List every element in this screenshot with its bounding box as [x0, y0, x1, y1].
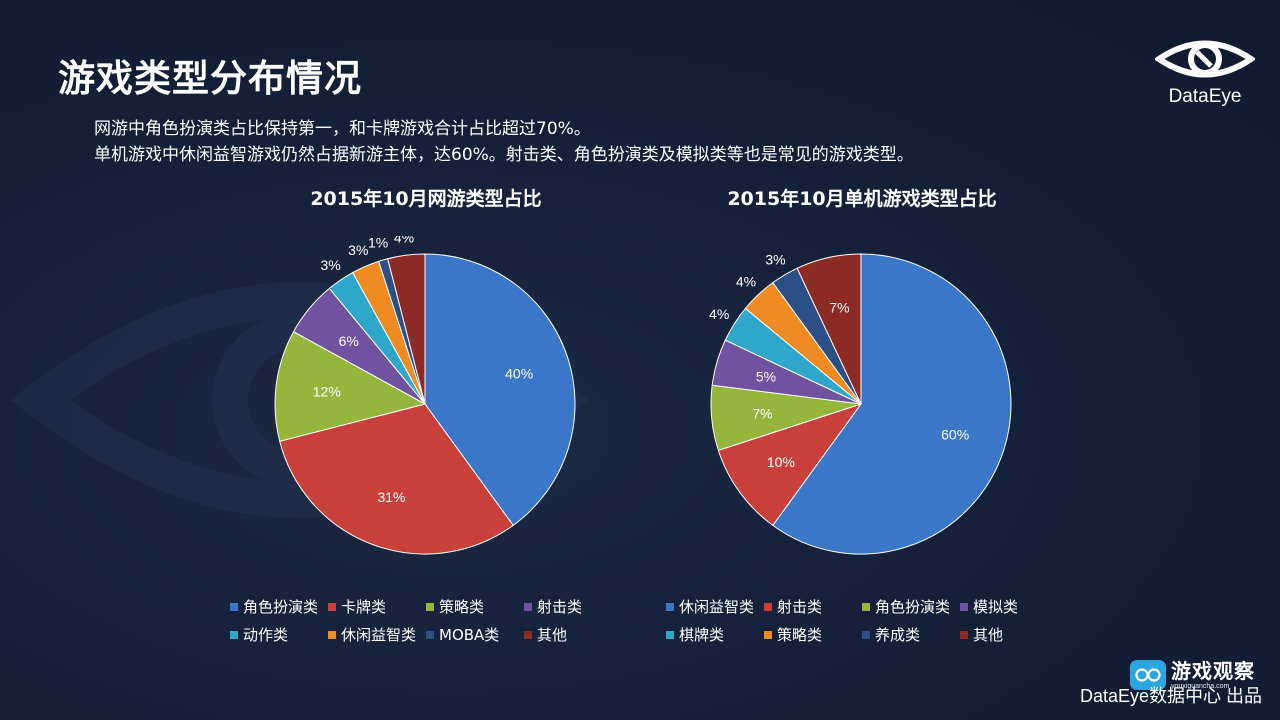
legend-label: MOBA类 — [439, 626, 500, 644]
legend-item-1-7: MOBA类 — [426, 624, 499, 646]
pie-label-2-6: 4% — [736, 274, 756, 290]
legend-label: 射击类 — [537, 598, 583, 616]
legend-swatch — [328, 603, 336, 611]
legend-swatch — [960, 603, 968, 611]
legend-swatch — [666, 603, 674, 611]
pie-chart-standalone: 60% 10% 7% 5% 4% 4% 3% 7% — [709, 251, 1012, 555]
pie-label-2-7: 3% — [765, 251, 785, 267]
legend-swatch — [666, 631, 674, 639]
pie-label-1-8: 4% — [394, 236, 414, 245]
summary-text: 网游中角色扮演类占比保持第一，和卡牌游戏合计占比超过70%。 单机游戏中休闲益智… — [94, 116, 914, 168]
pie-label-2-4: 5% — [756, 368, 776, 384]
watermark-subtitle: youxiguancha.com — [1171, 682, 1230, 690]
legend-swatch — [426, 631, 434, 639]
pie-label-1-5: 3% — [320, 257, 340, 273]
legend-label: 休闲益智类 — [679, 598, 755, 616]
legend-label: 动作类 — [243, 626, 289, 644]
legend-item-2-5: 棋牌类 — [666, 624, 724, 646]
pie-slice-1-3 — [274, 331, 427, 442]
legend-label: 其他 — [537, 626, 568, 644]
legend-swatch — [328, 631, 336, 639]
legend-item-1-8: 其他 — [524, 624, 567, 646]
legend-item-2-3: 角色扮演类 — [862, 596, 950, 618]
legend-item-2-7: 养成类 — [862, 624, 920, 646]
slide-title: 游戏类型分布情况 — [58, 57, 362, 100]
gamepad-icon — [1130, 660, 1166, 690]
legend-swatch — [230, 631, 238, 639]
pie-label-1-1: 40% — [505, 365, 533, 381]
pie-slice-2-2 — [717, 403, 863, 527]
pie-chart-online: 40%31%12%6%3%3% 1% 4% — [274, 236, 576, 555]
legend-item-1-4: 射击类 — [524, 596, 582, 618]
pie-label-2-8: 7% — [829, 299, 849, 315]
pie-label-1-7: 1% — [368, 236, 388, 251]
summary-line-2: 单机游戏中休闲益智游戏仍然占据新游主体，达60%。射击类、角色扮演类及模拟类等也… — [94, 145, 914, 165]
pie-label-1-3: 12% — [313, 384, 341, 400]
legend-swatch — [862, 603, 870, 611]
legend-swatch — [764, 631, 772, 639]
eye-icon — [1155, 40, 1255, 78]
legend-swatch — [764, 603, 772, 611]
pie-slice-1-2 — [279, 403, 514, 555]
pie-label-2-3: 7% — [752, 405, 772, 421]
legend-item-2-1: 休闲益智类 — [666, 596, 754, 618]
pie-label-1-2: 31% — [377, 489, 405, 505]
pie-label-2-5: 4% — [709, 306, 729, 322]
legend-item-1-3: 策略类 — [426, 596, 484, 618]
legend-swatch — [862, 631, 870, 639]
watermark: 游戏观察 youxiguancha.com — [1130, 658, 1270, 692]
legend-label: 策略类 — [439, 598, 485, 616]
logo-text: DataEye — [1168, 86, 1242, 107]
legend-item-2-8: 其他 — [960, 624, 1003, 646]
pie-label-2-2: 10% — [767, 454, 795, 470]
legend-swatch — [524, 631, 532, 639]
summary-line-1: 网游中角色扮演类占比保持第一，和卡牌游戏合计占比超过70%。 — [94, 119, 591, 139]
legend-label: 养成类 — [875, 626, 921, 644]
legend-swatch — [960, 631, 968, 639]
legend-label: 棋牌类 — [679, 626, 725, 644]
pie-label-2-1: 60% — [941, 427, 969, 443]
legend-item-2-2: 射击类 — [764, 596, 822, 618]
pie-slice-2-1 — [772, 253, 1012, 555]
legend-label: 角色扮演类 — [243, 598, 319, 616]
legend-item-2-6: 策略类 — [764, 624, 822, 646]
legend-label: 模拟类 — [973, 598, 1019, 616]
legend-label: 角色扮演类 — [875, 598, 951, 616]
legend-item-1-2: 卡牌类 — [328, 596, 386, 618]
dataeye-logo: DataEye — [1152, 34, 1258, 110]
legend-label: 卡牌类 — [341, 598, 387, 616]
legend-label: 射击类 — [777, 598, 823, 616]
watermark-title: 游戏观察 — [1171, 658, 1255, 683]
pie-slice-1-1 — [424, 253, 576, 527]
pie-label-1-6: 3% — [348, 242, 368, 258]
pie-slice-1-8 — [387, 253, 426, 405]
legend-item-1-1: 角色扮演类 — [230, 596, 318, 618]
legend-swatch — [230, 603, 238, 611]
legend-item-1-5: 动作类 — [230, 624, 288, 646]
legend-label: 策略类 — [777, 626, 823, 644]
legend-swatch — [524, 603, 532, 611]
footer-credit: DataEye数据中心 出品 — [1080, 686, 1263, 706]
legend-label: 其他 — [973, 626, 1004, 644]
legend-swatch — [426, 603, 434, 611]
legend-label: 休闲益智类 — [341, 626, 417, 644]
chart-title-online: 2015年10月网游类型占比 — [310, 188, 542, 210]
chart-title-standalone: 2015年10月单机游戏类型占比 — [727, 188, 997, 210]
pie-slice-2-8 — [796, 253, 862, 405]
pie-label-1-4: 6% — [339, 333, 359, 349]
legend-item-2-4: 模拟类 — [960, 596, 1018, 618]
legend-item-1-6: 休闲益智类 — [328, 624, 416, 646]
